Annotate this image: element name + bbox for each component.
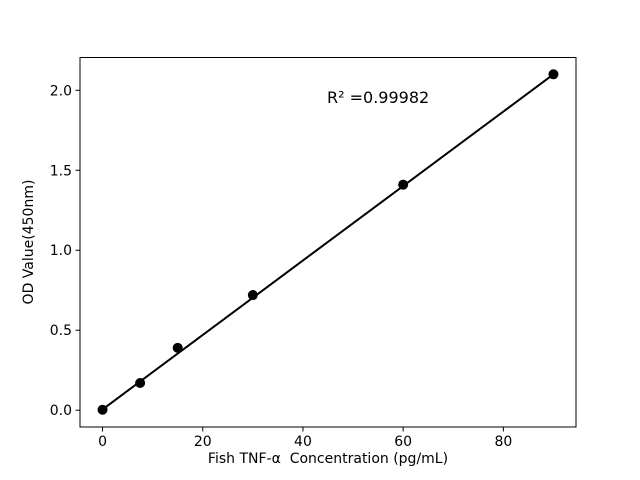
data-point [97,404,108,415]
x-tick-label: 40 [294,434,312,450]
y-tick-label: 0.0 [50,403,72,419]
data-point [135,378,146,389]
data-point [398,179,409,190]
fit-line [101,73,555,411]
y-axis-label: OD Value(450nm) [21,179,37,305]
y-tick-label: 1.0 [50,243,72,259]
plot-area-spines [79,57,577,428]
y-tick-label: 2.0 [50,83,72,99]
x-tick-label: 60 [394,434,412,450]
x-tick-label: 20 [194,434,212,450]
data-point [548,69,559,80]
data-point [172,342,183,353]
x-axis: 0 20 40 60 80 [98,427,512,450]
x-tick-label: 0 [98,434,107,450]
y-tick-label: 0.5 [50,323,72,339]
data-point [247,290,258,301]
data-series [97,69,559,415]
x-tick-label: 80 [494,434,512,450]
y-tick-label: 1.5 [50,163,72,179]
y-axis: 0.0 0.5 1.0 1.5 2.0 [50,83,80,419]
r-squared-annotation: R² =0.99982 [327,88,430,107]
x-axis-label: Fish TNF-α Concentration (pg/mL) [207,451,449,467]
